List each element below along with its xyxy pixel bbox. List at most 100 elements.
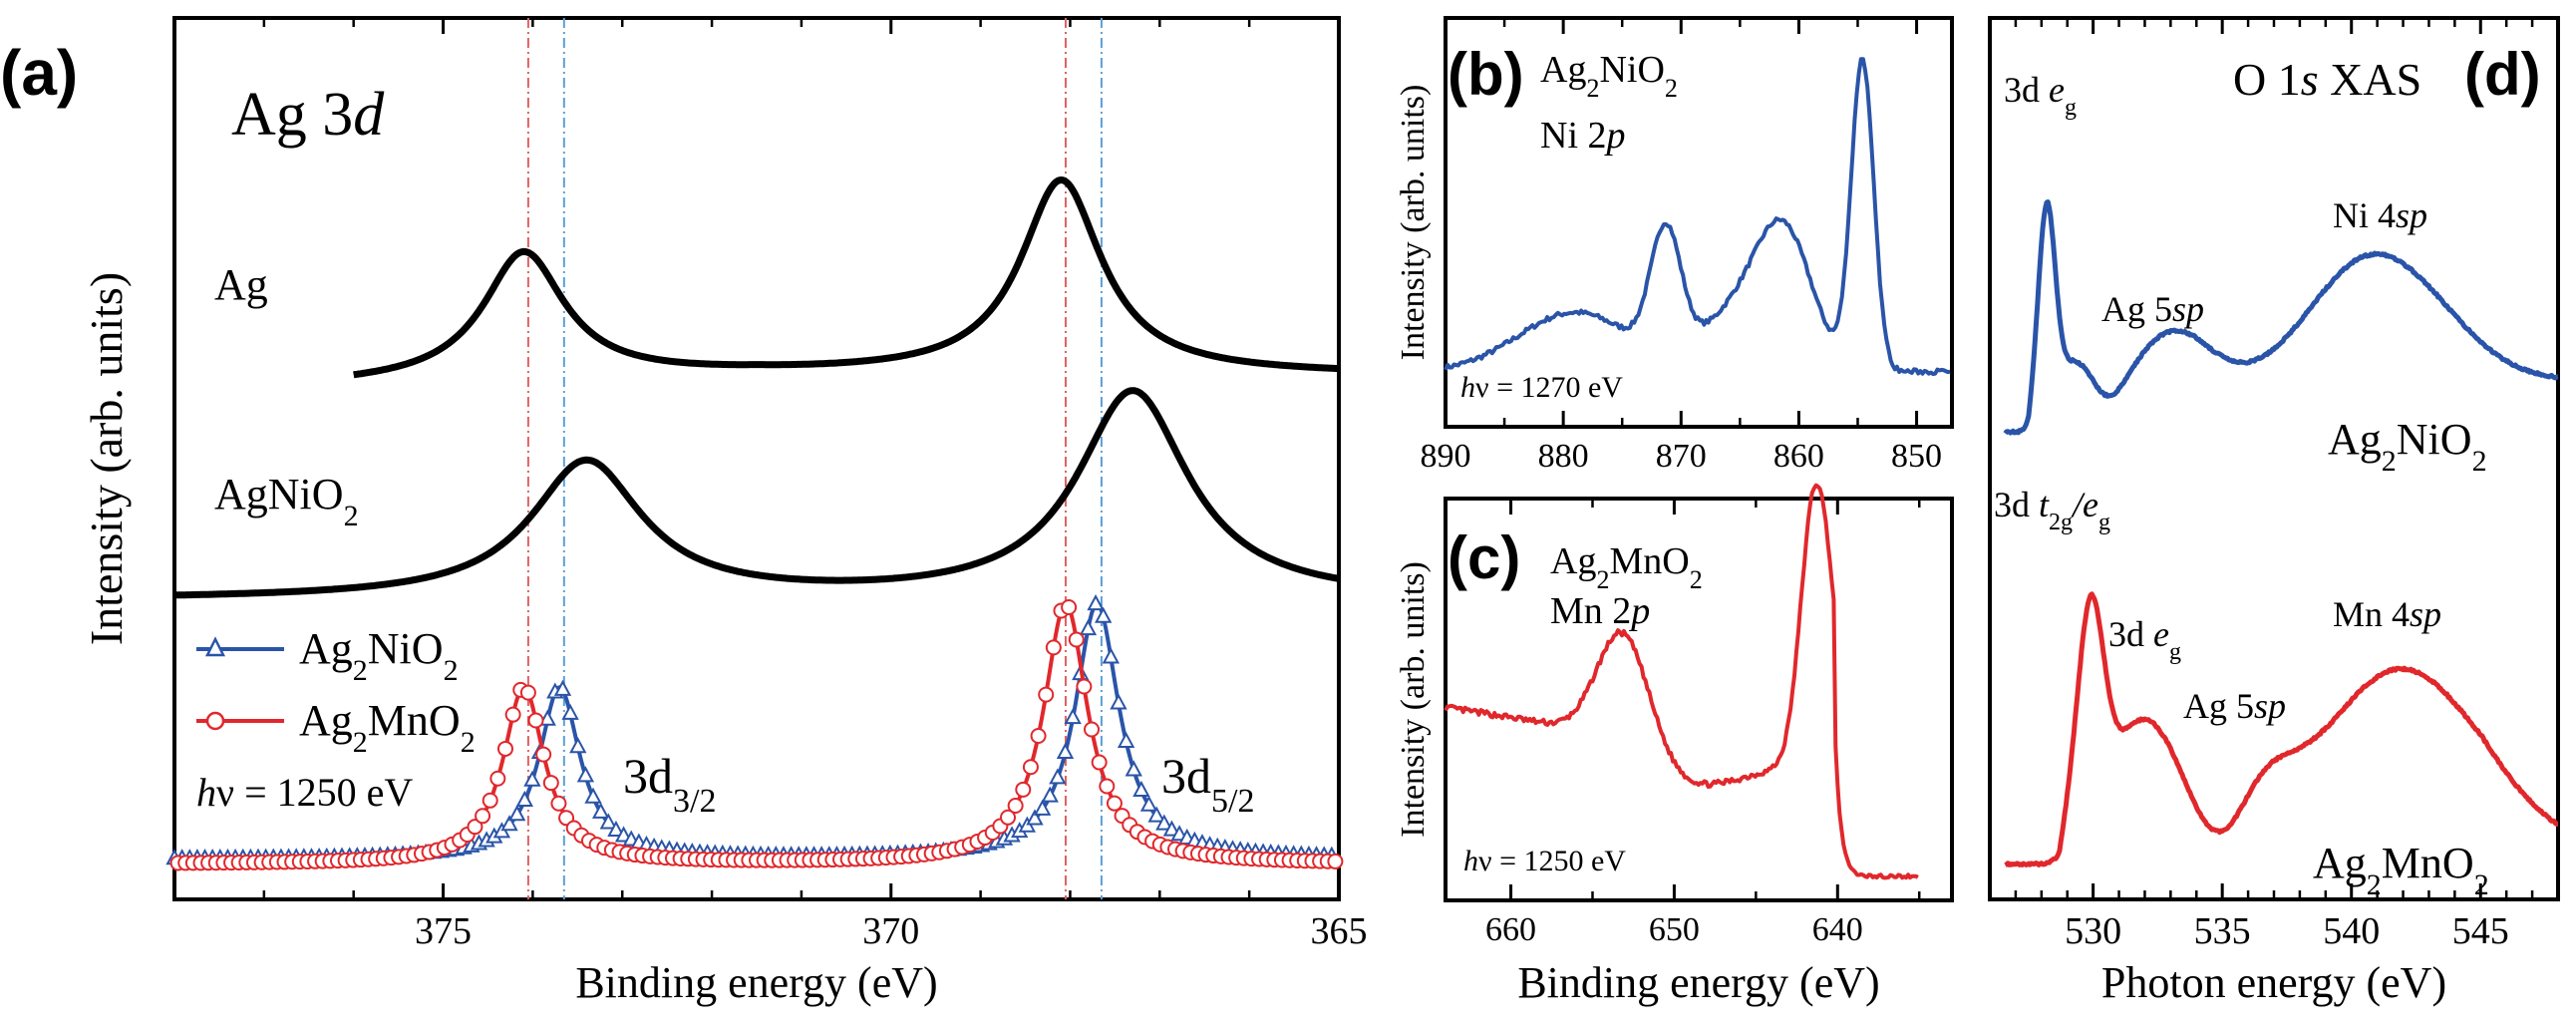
panel-b-frame (1444, 16, 1954, 429)
point-Ag2NiO2 (515, 790, 533, 808)
point-Ag2NiO2 (1095, 606, 1113, 623)
panel-a-label: (a) (0, 37, 78, 109)
curve-label-agnio2: AgNiO2 (214, 470, 359, 532)
point-Ag2MnO2 (1045, 639, 1062, 656)
series-AgNiO2 (172, 387, 1341, 599)
point-Ag2NiO2 (1041, 786, 1059, 803)
point-Ag2MnO2 (1106, 795, 1123, 812)
panel-b-x-tick-label: 850 (1891, 438, 1942, 475)
point-Ag2MnO2 (1084, 721, 1101, 738)
point-Ag2NiO2 (1139, 795, 1158, 812)
panel-a-x-tick-label: 375 (415, 910, 472, 952)
point-Ag2MnO2 (550, 795, 567, 812)
panel-b-x-tick-label: 890 (1421, 438, 1471, 475)
panel-c-label: (c) (1448, 524, 1520, 591)
point-Ag2MnO2 (1076, 678, 1093, 695)
label-bottom-ag5sp: Ag 5sp (2183, 686, 2286, 726)
panel-d-x-tick-label: 530 (2065, 910, 2121, 952)
panel-a-hv: hν = 1250 eV (196, 770, 413, 815)
panel-a-title: Ag 3d (231, 81, 385, 149)
label-bottom-compound: Ag2MnO2 (2313, 839, 2489, 901)
point-Ag2MnO2 (1022, 759, 1039, 776)
point-Ag2NiO2 (607, 820, 625, 837)
point-Ag2MnO2 (1000, 809, 1017, 826)
point-Ag2MnO2 (519, 684, 536, 701)
point-Ag2NiO2 (576, 766, 595, 783)
point-Ag2NiO2 (1087, 594, 1105, 611)
panel-c-xlabel: Binding energy (eV) (1517, 958, 1879, 1007)
point-Ag2NiO2 (500, 815, 518, 832)
point-Ag2NiO2 (1147, 806, 1165, 823)
panel-b-edge: Ni 2p (1540, 115, 1626, 157)
point-Ag2NiO2 (1162, 820, 1181, 837)
panel-b-hv: hν = 1270 eV (1460, 371, 1623, 404)
panel-a-xlabel: Binding energy (eV) (575, 958, 937, 1007)
series-ag2nio2-ni2p (1444, 57, 1951, 377)
point-Ag2MnO2 (1015, 781, 1032, 798)
point-Ag2NiO2 (523, 770, 541, 787)
panel-b-x-tick-label: 860 (1773, 438, 1824, 475)
label-bottom-3dt2g: 3d t2g/eg (1994, 485, 2110, 535)
point-Ag2NiO2 (1110, 693, 1127, 710)
point-Ag2NiO2 (561, 703, 579, 720)
point-Ag2MnO2 (1061, 598, 1078, 615)
panel-d-x-tick-label: 540 (2323, 910, 2380, 952)
panel-d-xlabel: Photon energy (eV) (2101, 958, 2446, 1007)
panel-c-x-tick-label: 640 (1812, 911, 1863, 948)
point-Ag2NiO2 (591, 802, 610, 819)
point-Ag2NiO2 (1026, 809, 1044, 826)
point-Ag2NiO2 (1056, 742, 1075, 759)
point-Ag2MnO2 (496, 740, 513, 757)
panel-c-compound: Ag2MnO2 (1550, 540, 1703, 594)
point-Ag2NiO2 (553, 679, 572, 696)
panel-c-ylabel: Intensity (arb. units) (1395, 561, 1432, 838)
panel-a-frame (172, 16, 1341, 901)
panel-d-x-tick-label: 535 (2194, 910, 2251, 952)
legend-marker-Ag2MnO2 (205, 711, 225, 731)
point-Ag2NiO2 (1033, 799, 1052, 816)
panel-a-ylabel: Intensity (arb. units) (81, 272, 132, 645)
point-Ag2NiO2 (507, 805, 526, 822)
panel-a-x-tick-label: 370 (862, 910, 919, 952)
point-Ag2MnO2 (1091, 754, 1108, 771)
label-top-3deg: 3d eg (2004, 70, 2077, 121)
curve-label-ag: Ag (214, 260, 268, 309)
point-Ag2NiO2 (1132, 780, 1150, 798)
point-Ag2MnO2 (1099, 778, 1116, 795)
point-Ag2NiO2 (1125, 760, 1142, 777)
point-Ag2MnO2 (1030, 727, 1047, 744)
series-ag2mno2-o1s (2004, 591, 2560, 867)
legend-label-Ag2MnO2: Ag2MnO2 (299, 696, 476, 759)
series-ag2mno2-mn2p (1444, 483, 1919, 880)
label-bottom-mn4sp: Mn 4sp (2333, 594, 2441, 634)
panel-b-x-tick-label: 870 (1656, 438, 1707, 475)
panel-c-x-tick-label: 660 (1485, 911, 1536, 948)
panel-b-ylabel: Intensity (arb. units) (1395, 85, 1432, 361)
point-Ag2NiO2 (1049, 768, 1067, 785)
point-Ag2MnO2 (504, 706, 521, 723)
point-Ag2NiO2 (584, 787, 602, 804)
panel-c-hv: hν = 1250 eV (1463, 845, 1626, 877)
point-Ag2MnO2 (542, 775, 559, 792)
panel-c-x-tick-label: 650 (1649, 911, 1700, 948)
panel-c-frame (1444, 497, 1954, 902)
point-Ag2MnO2 (535, 746, 552, 763)
label-bottom-3deg: 3d eg (2108, 614, 2181, 665)
label-top-ag5sp: Ag 5sp (2101, 289, 2204, 329)
panel-d-x-tick-label: 545 (2452, 910, 2509, 952)
point-Ag2MnO2 (527, 712, 544, 729)
point-Ag2NiO2 (1102, 647, 1121, 664)
panel-a-x-tick-label: 365 (1311, 910, 1368, 952)
series-ag2nio2-o1s (2003, 199, 2560, 436)
point-Ag2MnO2 (489, 770, 506, 787)
point-Ag2NiO2 (1079, 618, 1098, 636)
series-Ag (352, 176, 1341, 379)
point-Ag2MnO2 (1327, 853, 1344, 869)
panel-b-label: (b) (1448, 41, 1524, 108)
annotation-3d32: 3d3/2 (623, 748, 716, 820)
panel-d-label: (d) (2464, 41, 2541, 108)
point-Ag2MnO2 (467, 819, 483, 836)
point-Ag2MnO2 (1068, 631, 1085, 648)
point-Ag2MnO2 (1007, 798, 1024, 815)
